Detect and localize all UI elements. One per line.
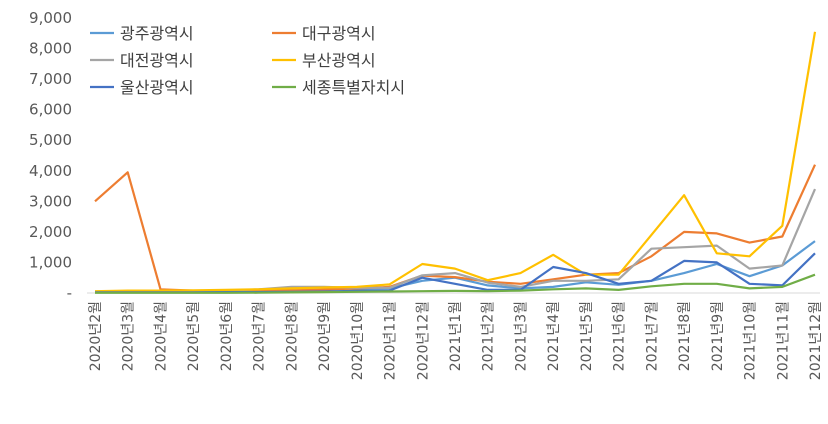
legend-label: 세종특별자치시	[302, 78, 405, 97]
x-tick-label: 2020년2월	[88, 301, 104, 371]
legend-label: 울산광역시	[120, 78, 194, 97]
x-tick-label: 2020년4월	[153, 301, 169, 371]
y-tick-label: 5,000	[29, 131, 72, 149]
x-tick-label: 2021년6월	[612, 301, 628, 371]
x-tick-label: 2021년11월	[775, 301, 791, 380]
legend-label: 대전광역시	[120, 51, 194, 70]
legend-label: 부산광역시	[302, 51, 376, 70]
x-tick-label: 2020년8월	[284, 301, 300, 371]
x-tick-label: 2021년1월	[448, 301, 464, 371]
y-tick-label: 9,000	[29, 9, 72, 27]
x-tick-label: 2020년11월	[383, 301, 399, 380]
x-tick-label: 2021년12월	[808, 301, 824, 380]
y-tick-label: -	[67, 284, 72, 302]
y-tick-label: 1,000	[29, 253, 72, 271]
x-tick-label: 2021년3월	[513, 301, 529, 371]
series-line-3	[94, 31, 817, 293]
legend-label: 광주광역시	[120, 24, 194, 43]
x-tick-label: 2020년9월	[317, 301, 333, 371]
x-tick-label: 2021년5월	[579, 301, 595, 371]
x-tick-label: 2021년9월	[710, 301, 726, 371]
x-tick-label: 2020년7월	[252, 301, 268, 371]
x-tick-label: 2021년7월	[644, 301, 660, 371]
x-tick-label: 2020년12월	[415, 301, 431, 380]
y-tick-label: 8,000	[29, 40, 72, 58]
x-tick-label: 2021년8월	[677, 301, 693, 371]
series-lines	[94, 31, 817, 294]
x-tick-label: 2020년6월	[219, 301, 235, 371]
series-line-5	[95, 273, 816, 294]
y-tick-label: 7,000	[29, 70, 72, 88]
y-tick-label: 6,000	[29, 101, 72, 119]
x-tick-label: 2021년2월	[481, 301, 497, 371]
legend-label: 대구광역시	[302, 24, 376, 43]
x-tick-label: 2020년10월	[350, 301, 366, 380]
y-tick-label: 4,000	[29, 162, 72, 180]
y-tick-label: 2,000	[29, 223, 72, 241]
x-tick-label: 2020년5월	[186, 301, 202, 371]
y-tick-label: 3,000	[29, 192, 72, 210]
x-axis-tick-labels: 2020년2월 2020년3월 2020년4월 2020년5월 2020년6월 2020년…	[88, 301, 824, 380]
y-axis-tick-labels: - 1,000 2,000 3,000 4,000 5,000 6,000 7,000 8,00…	[29, 9, 72, 302]
x-tick-label: 2020년3월	[121, 301, 137, 371]
x-tick-label: 2021년4월	[546, 301, 562, 371]
x-tick-label: 2021년10월	[743, 301, 759, 380]
